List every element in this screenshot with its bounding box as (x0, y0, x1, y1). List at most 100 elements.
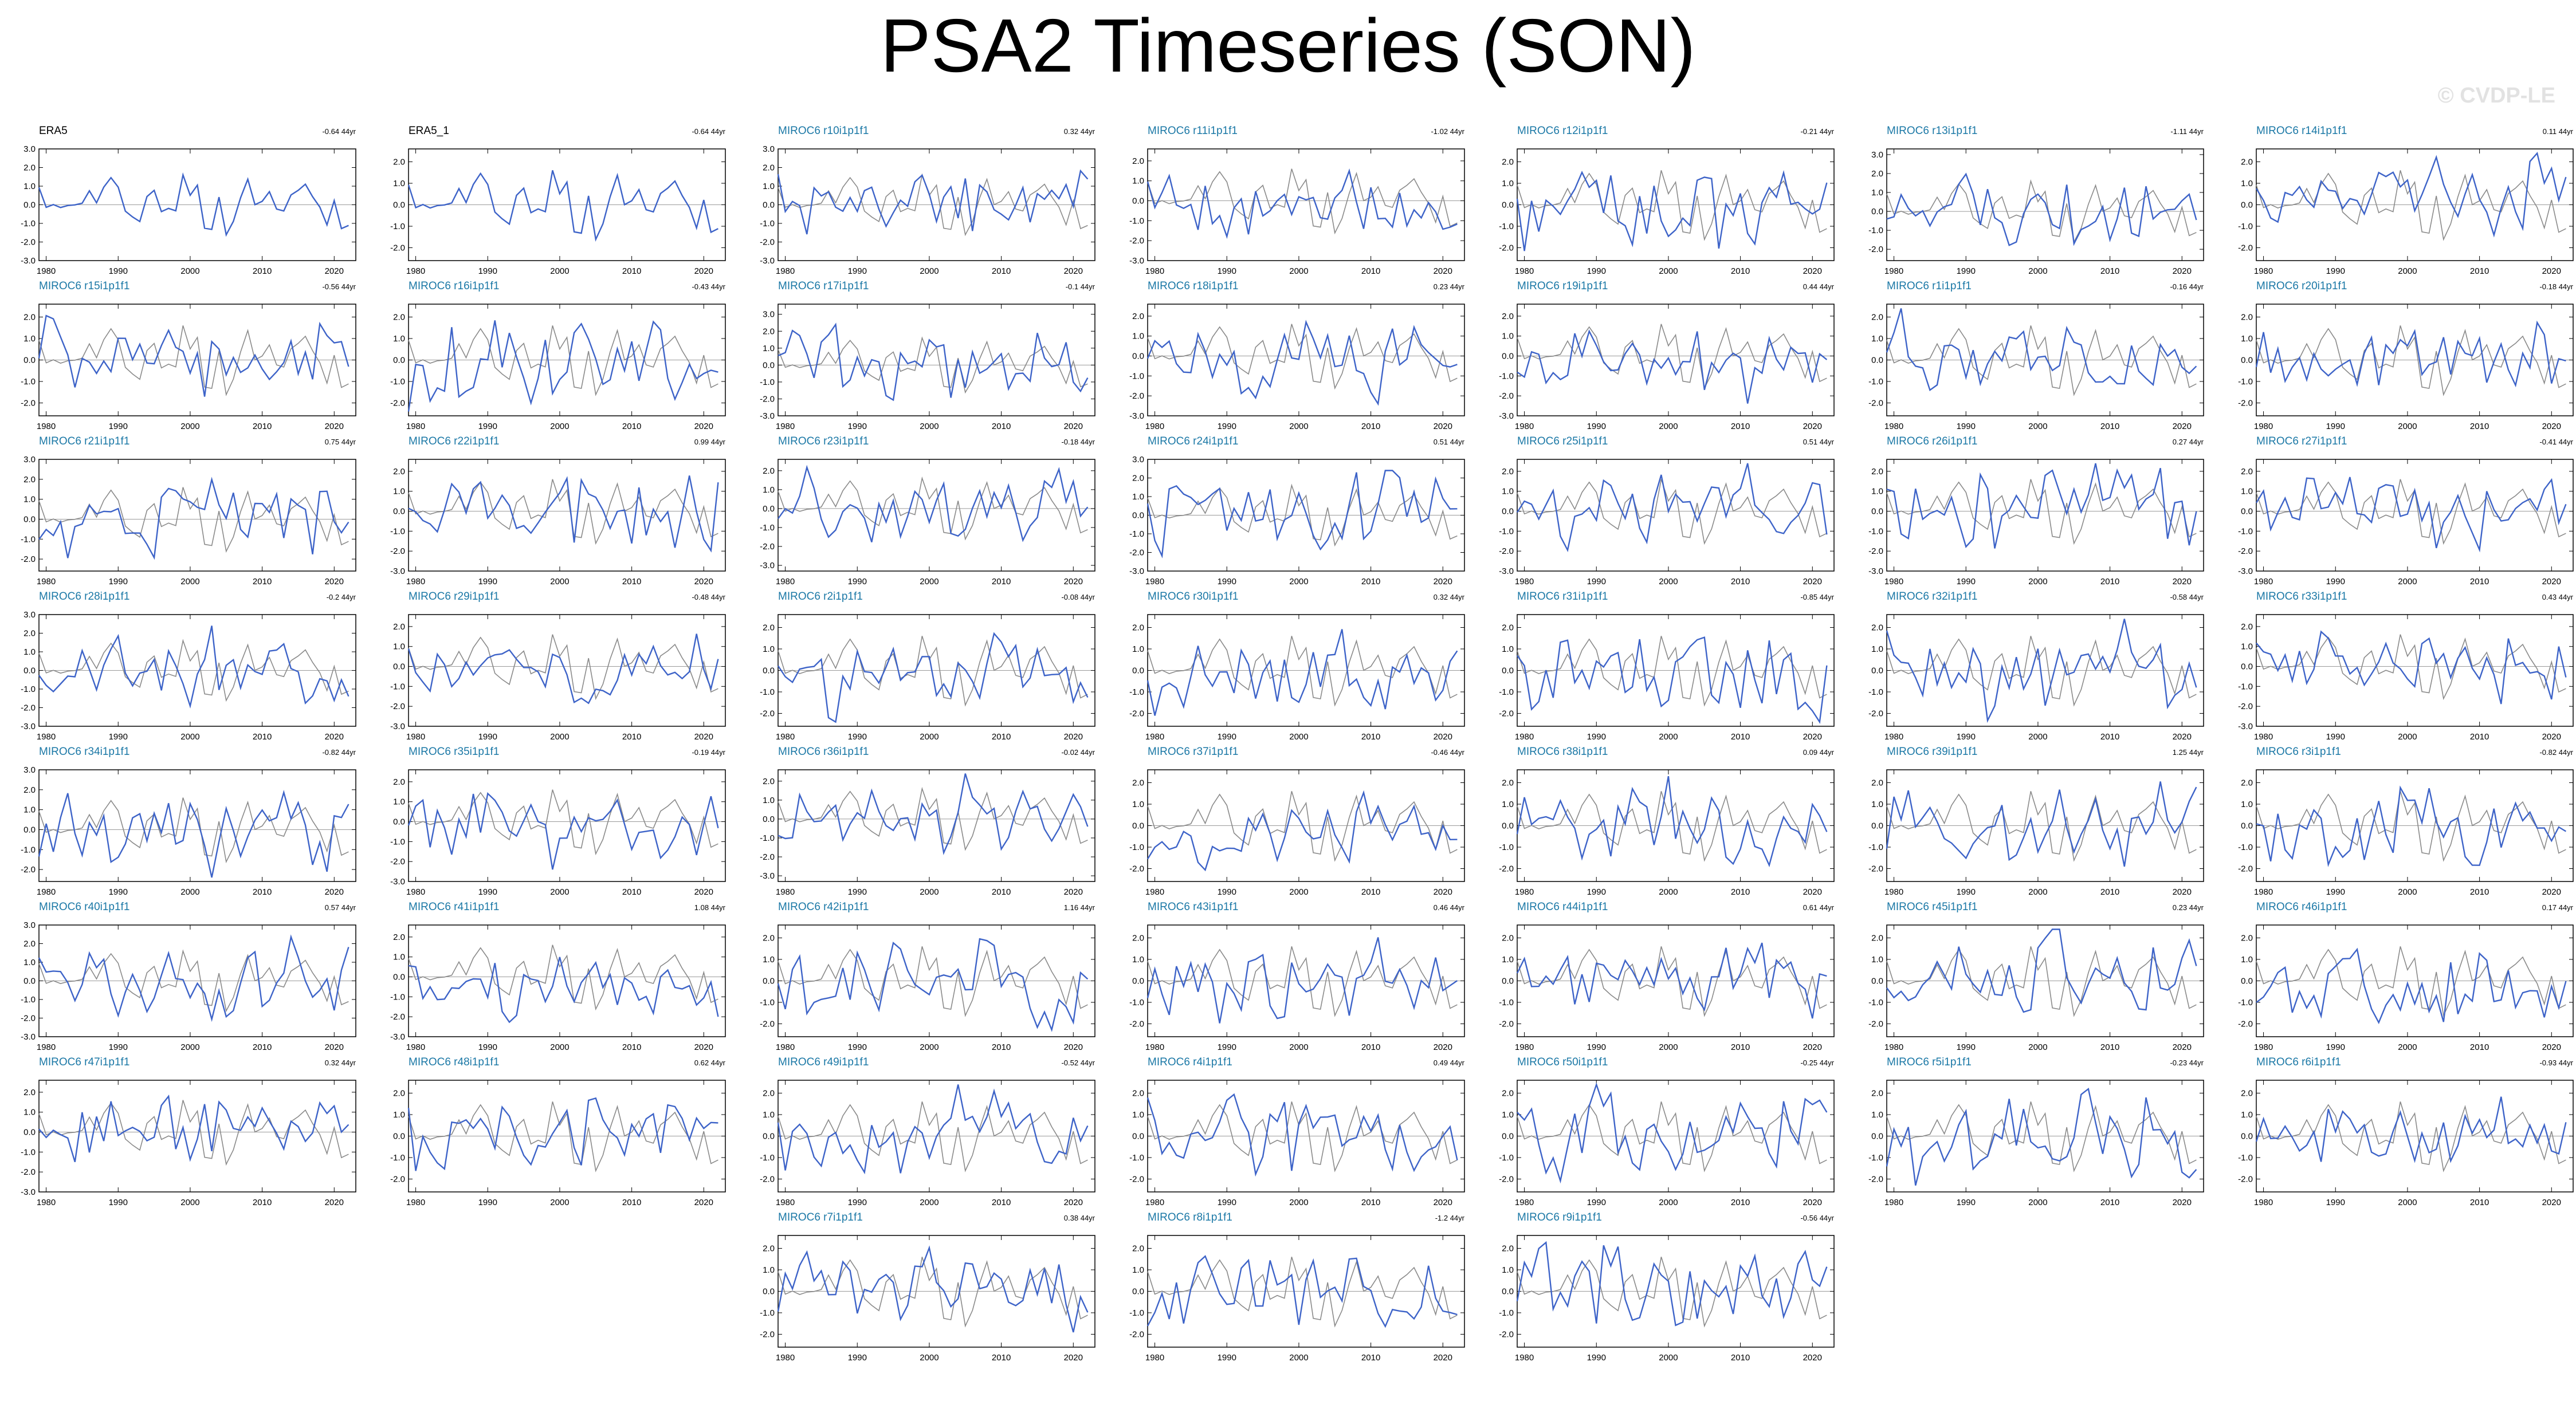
y-tick-label: -2.0 (1129, 1175, 1144, 1184)
y-tick-label: 2.0 (1871, 313, 1883, 322)
y-tick-label: -1.0 (1499, 1153, 1514, 1163)
x-tick-label: 1990 (478, 887, 497, 897)
observations-series-line (2256, 325, 2566, 396)
panel-trend: -0.82 44yr (2539, 748, 2573, 757)
panel-title: MIROC6 r35i1p1f1 (409, 746, 499, 758)
y-tick-label: -1.0 (2238, 222, 2253, 231)
panel-title: MIROC6 r21i1p1f1 (39, 435, 129, 447)
x-tick-label: 1990 (1218, 577, 1236, 587)
y-tick-label: -2.0 (760, 1020, 775, 1029)
x-tick-label: 2000 (180, 266, 199, 276)
panel-frame (2256, 459, 2574, 572)
x-tick-label: 1990 (1218, 266, 1236, 276)
timeseries-panel: MIROC6 r31i1p1f1 -0.85 44yr 2.0 1.0 0.0 -1.0 -… (1499, 591, 1835, 742)
x-tick-label: 2010 (992, 577, 1011, 587)
panel-title: MIROC6 r19i1p1f1 (1517, 280, 1608, 292)
y-tick-label: -1.0 (1499, 998, 1514, 1007)
observations-series-line (38, 797, 349, 864)
y-tick-label: 2.0 (23, 1088, 36, 1097)
y-tick-label: 3.0 (763, 310, 775, 320)
x-tick-label: 2010 (1361, 266, 1380, 276)
x-tick-label: 2000 (920, 1042, 938, 1052)
y-tick-label: 1.0 (1502, 179, 1514, 188)
x-tick-label: 1990 (2326, 1042, 2345, 1052)
timeseries-panel: MIROC6 r37i1p1f1 -0.46 44yr 2.0 1.0 0.0 -1.0 -… (1129, 746, 1465, 897)
panel-trend: -0.25 44yr (1800, 1058, 1834, 1067)
timeseries-panel: MIROC6 r21i1p1f1 0.75 44yr 3.0 2.0 1.0 0.0 -1.… (21, 435, 356, 587)
panel-trend: 1.08 44yr (694, 903, 726, 912)
y-tick-label: -1.0 (390, 222, 405, 231)
observations-series-line (38, 949, 349, 1013)
y-tick-label: -1.0 (2238, 1153, 2253, 1163)
y-tick-label: 0.0 (1502, 821, 1514, 831)
y-tick-label: -1.0 (1129, 843, 1144, 852)
x-tick-label: 2020 (694, 1042, 713, 1052)
member-series-line (1146, 629, 1458, 716)
y-tick-label: -2.0 (1868, 245, 1883, 254)
y-tick-label: -2.0 (390, 399, 405, 408)
x-tick-label: 2020 (1803, 422, 1822, 431)
observations-series-line (1517, 636, 1827, 707)
y-tick-label: -1.0 (760, 377, 775, 387)
y-tick-label: 2.0 (23, 475, 36, 485)
y-tick-label: -2.0 (1129, 864, 1144, 874)
panel-trend: -0.93 44yr (2539, 1058, 2573, 1067)
y-tick-label: -3.0 (390, 566, 405, 576)
x-tick-label: 1980 (406, 1042, 425, 1052)
y-tick-label: -1.0 (21, 845, 36, 855)
y-tick-label: -2.0 (1868, 1175, 1883, 1184)
y-tick-label: 1.0 (393, 487, 405, 497)
x-tick-label: 2020 (2542, 577, 2561, 587)
x-tick-label: 2010 (253, 1198, 272, 1207)
y-tick-label: -3.0 (390, 877, 405, 887)
x-tick-label: 1980 (1515, 1042, 1534, 1052)
y-tick-label: -2.0 (21, 238, 36, 247)
x-tick-label: 1990 (1957, 577, 1976, 587)
y-tick-label: 1.0 (393, 1110, 405, 1120)
x-tick-label: 1980 (37, 422, 56, 431)
x-tick-label: 1980 (406, 1198, 425, 1207)
x-tick-label: 1990 (2326, 422, 2345, 431)
y-tick-label: 2.0 (23, 313, 36, 322)
observations-series-line (1517, 479, 1827, 545)
panel-trend: -0.56 44yr (322, 282, 356, 291)
member-series-line (1886, 928, 2197, 1013)
x-tick-label: 2000 (920, 1353, 938, 1363)
timeseries-panel: MIROC6 r49i1p1f1 -0.52 44yr 2.0 1.0 0.0 -1.0 -… (760, 1056, 1095, 1207)
x-tick-label: 1990 (1957, 1042, 1976, 1052)
y-tick-label: 2.0 (23, 163, 36, 173)
x-tick-label: 2000 (180, 1042, 199, 1052)
x-tick-label: 2020 (1803, 887, 1822, 897)
y-tick-label: -1.0 (390, 1153, 405, 1163)
observations-series-line (1886, 636, 2197, 707)
y-tick-label: -1.0 (21, 534, 36, 544)
y-tick-label: 0.0 (393, 507, 405, 517)
y-tick-label: 1.0 (23, 182, 36, 191)
x-tick-label: 1980 (1884, 1042, 1903, 1052)
panel-trend: -0.43 44yr (692, 282, 725, 291)
panel-trend: 0.38 44yr (1064, 1214, 1095, 1222)
x-tick-label: 1980 (1145, 422, 1164, 431)
panel-trend: -0.82 44yr (322, 748, 356, 757)
y-tick-label: 1.0 (1502, 487, 1514, 497)
y-tick-label: 2.0 (1502, 467, 1514, 477)
x-tick-label: 1990 (1587, 1353, 1606, 1363)
member-series-line (1516, 942, 1827, 1019)
y-tick-label: -2.0 (1499, 546, 1514, 556)
y-tick-label: 2.0 (1132, 156, 1144, 166)
x-tick-label: 2020 (694, 887, 713, 897)
y-tick-label: 2.0 (393, 932, 405, 942)
x-tick-label: 1990 (109, 1198, 128, 1207)
observations-series-line (1147, 636, 1458, 707)
x-tick-label: 2000 (2398, 266, 2417, 276)
x-tick-label: 2000 (2028, 887, 2047, 897)
x-tick-label: 2000 (920, 1198, 938, 1207)
x-tick-label: 1990 (478, 1198, 497, 1207)
panel-title: MIROC6 r20i1p1f1 (2256, 280, 2347, 292)
y-tick-label: 2.0 (1502, 1089, 1514, 1099)
y-tick-label: 3.0 (23, 455, 36, 465)
panel-frame (1147, 148, 1465, 261)
y-tick-label: 1.0 (23, 647, 36, 657)
y-tick-label: -3.0 (1129, 411, 1144, 421)
y-tick-label: -1.0 (1129, 1308, 1144, 1318)
